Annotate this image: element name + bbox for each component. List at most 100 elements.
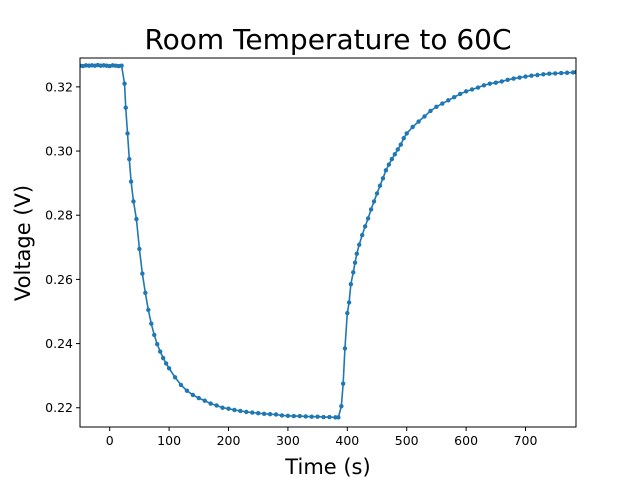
data-point <box>208 401 213 406</box>
data-point <box>377 183 383 188</box>
data-point <box>160 355 166 361</box>
data-point <box>134 216 139 222</box>
data-point <box>380 176 386 181</box>
data-point <box>279 413 285 418</box>
data-point <box>505 77 510 83</box>
data-point <box>327 414 332 420</box>
data-point <box>125 131 130 136</box>
data-point <box>178 382 184 388</box>
data-point <box>356 242 362 247</box>
data-point <box>140 271 145 276</box>
data-point <box>303 414 308 419</box>
data-point <box>339 403 344 409</box>
data-point <box>196 395 201 401</box>
data-point <box>511 76 516 81</box>
data-point <box>404 131 409 136</box>
data-point <box>392 152 398 157</box>
data-point <box>146 307 151 313</box>
data-point <box>487 81 493 86</box>
x-tick-label: 200 <box>217 433 241 448</box>
data-point <box>564 70 570 75</box>
x-tick-label: 500 <box>395 433 419 448</box>
x-tick-label: 600 <box>454 433 478 448</box>
data-point <box>127 156 132 162</box>
data-point <box>374 191 380 196</box>
data-point <box>463 89 469 94</box>
data-point <box>184 388 190 393</box>
series-group <box>80 62 576 420</box>
data-point <box>250 410 255 415</box>
x-axis-label: Time (s) <box>284 455 370 479</box>
data-point <box>119 63 124 68</box>
data-point <box>365 216 371 221</box>
data-point <box>256 411 261 416</box>
data-point <box>202 398 207 403</box>
data-point <box>238 408 243 414</box>
data-point <box>137 246 142 252</box>
data-point <box>244 409 249 415</box>
data-point <box>362 224 368 229</box>
data-point <box>416 119 421 124</box>
data-point <box>128 179 134 184</box>
data-point <box>321 414 326 420</box>
series-line <box>80 64 576 419</box>
data-point <box>573 69 576 75</box>
data-point <box>342 346 348 351</box>
data-point <box>345 310 350 316</box>
data-point <box>190 392 196 398</box>
data-point <box>285 413 291 418</box>
data-point <box>346 300 352 305</box>
data-point <box>340 381 346 386</box>
data-point <box>359 232 365 238</box>
data-point <box>348 282 354 287</box>
data-point <box>475 85 481 90</box>
data-point <box>440 101 445 106</box>
y-tick-label: 0.26 <box>45 272 73 287</box>
data-point <box>398 142 403 147</box>
data-point <box>541 72 546 77</box>
data-point <box>529 73 534 78</box>
data-point <box>273 412 279 417</box>
data-point <box>452 94 457 100</box>
y-tick-label: 0.28 <box>45 208 73 223</box>
plot-area <box>80 62 576 420</box>
data-point <box>401 136 406 141</box>
data-point <box>389 156 395 162</box>
x-axis: 0 100 200 300 400 500 600 700 <box>106 427 538 448</box>
data-point <box>220 405 225 410</box>
data-point <box>149 321 154 326</box>
data-point <box>336 415 341 420</box>
data-point <box>354 251 360 256</box>
data-point <box>535 72 540 78</box>
x-tick-label: 100 <box>157 433 181 448</box>
data-point <box>547 71 552 76</box>
y-tick-label: 0.22 <box>45 400 73 415</box>
data-point <box>558 70 564 76</box>
data-point <box>267 411 273 417</box>
data-point <box>122 81 127 86</box>
data-point <box>131 199 136 204</box>
x-tick-label: 700 <box>514 433 538 448</box>
data-point <box>309 414 314 419</box>
x-tick-label: 400 <box>335 433 359 448</box>
x-tick-label: 300 <box>276 433 300 448</box>
data-point <box>517 75 522 80</box>
data-point <box>143 290 148 296</box>
data-point <box>523 74 528 79</box>
data-point <box>123 105 128 110</box>
data-point <box>152 332 157 338</box>
data-point <box>446 98 451 103</box>
data-point <box>157 349 163 354</box>
y-tick-label: 0.24 <box>45 336 73 351</box>
y-axis: 0.22 0.24 0.26 0.28 0.30 0.32 <box>45 79 80 415</box>
data-point <box>457 91 463 97</box>
data-point <box>368 207 374 212</box>
data-point <box>163 361 169 366</box>
data-point <box>155 342 160 347</box>
data-point <box>261 411 267 417</box>
data-point <box>386 162 392 167</box>
data-point <box>172 375 178 380</box>
data-point <box>291 413 297 419</box>
data-point <box>383 168 389 173</box>
